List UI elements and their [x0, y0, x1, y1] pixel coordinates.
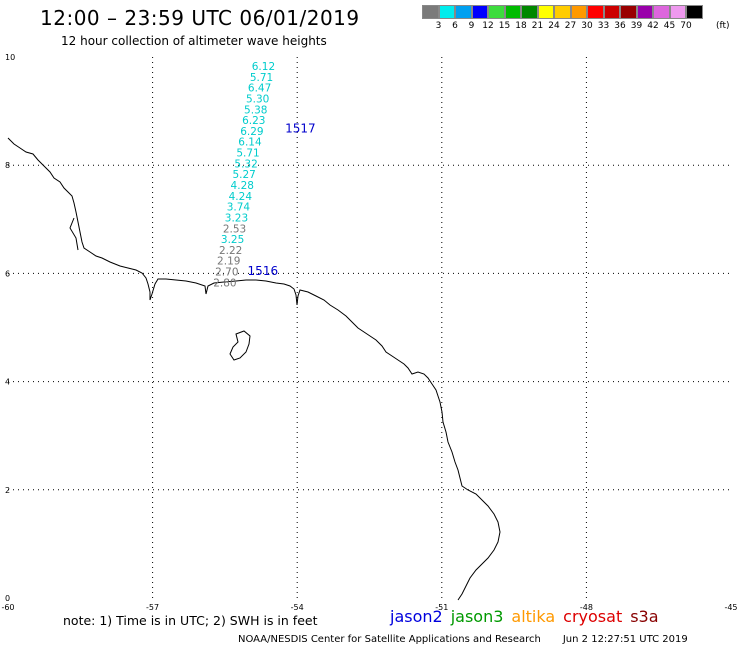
color-scale-label: 39: [630, 21, 643, 31]
wave-height-label: 2.19: [217, 256, 240, 268]
wave-height-label: 2.70: [215, 267, 238, 279]
map-title: 12:00 – 23:59 UTC 06/01/2019: [40, 6, 360, 30]
color-scale-label: 3: [435, 21, 442, 31]
footer: NOAA/NESDIS Center for Satellite Applica…: [238, 634, 688, 645]
color-scale-label: 12: [482, 21, 494, 31]
wave-height-label: 2.22: [219, 245, 242, 257]
wave-height-label: 3.23: [225, 212, 248, 224]
wave-height-label: 5.71: [250, 72, 273, 84]
satellite-legend: jason2 jason3 altika cryosat s3a: [390, 607, 667, 626]
color-scale-label: 30: [581, 21, 593, 31]
inlet-outline: [69, 217, 79, 251]
footer-timestamp: Jun 2 12:27:51 UTC 2019: [562, 634, 688, 645]
color-scale-label: 18: [515, 21, 527, 31]
color-scale-label: 6: [452, 21, 458, 31]
coastline: [7, 137, 501, 601]
wave-height-label: 4.28: [231, 180, 254, 192]
color-scale-swatch: [537, 5, 554, 19]
pass-time-label: 1517: [285, 122, 316, 136]
lon-tick-label: -45: [724, 603, 737, 612]
color-scale-swatch: [504, 5, 521, 19]
color-scale-swatch: [669, 5, 686, 19]
wave-height-label: 6.47: [248, 83, 271, 95]
color-scale-label: 24: [548, 21, 560, 31]
lat-tick-label: 4: [5, 378, 10, 387]
lat-tick-label: 6: [5, 269, 10, 278]
color-scale-swatch: [471, 5, 488, 19]
satellite-legend-item: cryosat: [563, 607, 623, 626]
footer-credit: NOAA/NESDIS Center for Satellite Applica…: [238, 634, 541, 645]
wave-height-label: 6.29: [240, 126, 263, 138]
lat-tick-label: 0: [5, 594, 10, 603]
color-scale-swatch: [455, 5, 472, 19]
wave-height-label: 5.30: [246, 93, 269, 105]
lat-tick-label: 2: [5, 486, 10, 495]
color-scale-label: 21: [531, 21, 544, 31]
satellite-legend-item: altika: [511, 607, 556, 626]
color-scale-label: 9: [468, 21, 475, 31]
wave-height-label: 5.38: [244, 104, 267, 116]
color-scale-label: 45: [663, 21, 676, 31]
lon-tick-label: -57: [146, 603, 159, 612]
color-scale-label: 33: [597, 21, 610, 31]
color-scale-unit: (ft): [716, 21, 730, 31]
lon-tick-label: -54: [291, 603, 304, 612]
satellite-legend-item: jason2: [390, 607, 443, 626]
color-scale-label: 70: [680, 21, 692, 31]
wave-height-label: 4.24: [229, 191, 253, 203]
lat-tick-label: 10: [5, 53, 15, 62]
wave-height-label: 5.27: [232, 169, 255, 181]
color-scale-swatch: [603, 5, 620, 19]
coastline-path: [7, 137, 501, 601]
color-scale-swatch: [521, 5, 538, 19]
color-scale-swatch: [620, 5, 637, 19]
map-subtitle: 12 hour collection of altimeter wave hei…: [61, 34, 327, 48]
axis-tick-labels: -60 -57 -54 -51 -48 -45 0 2 4 6 8 10: [1, 53, 737, 612]
wave-height-label: 3.74: [227, 202, 251, 214]
color-scale-label: 27: [564, 21, 577, 31]
wave-height-label: 5.32: [234, 158, 257, 170]
island-outline: [229, 330, 251, 361]
wave-height-label: 2.53: [223, 223, 246, 235]
wave-height-label: 2.80: [213, 277, 236, 289]
lon-tick-label: -51: [435, 603, 448, 612]
color-scale-swatch: [422, 5, 439, 19]
color-scale-swatch: [636, 5, 653, 19]
color-scale-swatch: [686, 5, 703, 19]
color-scale-label: 15: [498, 21, 511, 31]
color-scale-swatch: [438, 5, 455, 19]
color-scale-swatch: [587, 5, 604, 19]
color-scale-labels: 3 6 9 12 15 18 21 24 27 30 33 36 39 42 45 70: [422, 21, 740, 33]
color-scale-label: 42: [647, 21, 659, 31]
lon-tick-label: -48: [580, 603, 593, 612]
pass-time-label: 1516: [248, 264, 279, 278]
wave-height-label: 6.14: [238, 137, 262, 149]
lat-lon-grid: [8, 57, 731, 598]
color-scale-swatch: [488, 5, 505, 19]
color-scale-swatch: [554, 5, 571, 19]
lon-tick-label: -60: [1, 603, 14, 612]
color-scale-legend: [422, 5, 703, 19]
note-text: note: 1) Time is in UTC; 2) SWH is in fe…: [63, 613, 318, 628]
wave-height-label: 6.23: [242, 115, 265, 127]
wave-height-label: 6.12: [252, 61, 275, 73]
color-scale-label: 36: [614, 21, 626, 31]
color-scale-swatch: [570, 5, 587, 19]
satellite-legend-item: s3a: [630, 607, 659, 626]
lat-tick-label: 8: [5, 161, 10, 170]
wave-height-label: 3.25: [221, 234, 244, 246]
satellite-legend-item: jason3: [450, 607, 504, 626]
altimeter-track: 6.125.716.475.305.386.236.296.145.715.32…: [213, 61, 315, 289]
wave-height-label: 5.71: [236, 148, 259, 160]
color-scale-swatch: [653, 5, 670, 19]
